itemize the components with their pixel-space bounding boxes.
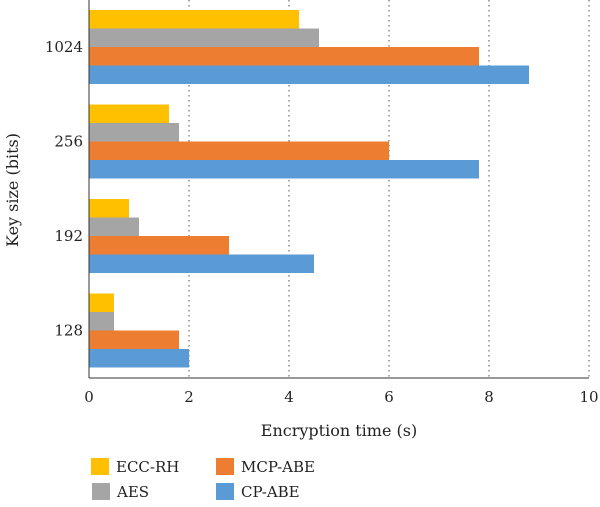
bar-cp-abe-1024 <box>89 65 529 84</box>
bars <box>89 10 529 368</box>
bar-aes-256 <box>89 123 179 142</box>
y-tick-label: 192 <box>54 227 83 245</box>
legend-swatch <box>216 458 234 475</box>
bar-aes-128 <box>89 312 114 331</box>
x-axis-label: Encryption time (s) <box>261 421 417 440</box>
gridlines <box>188 0 590 378</box>
y-tick-label: 128 <box>54 322 83 340</box>
legend-label: MCP-ABE <box>241 458 315 476</box>
bar-mcp-abe-192 <box>89 236 229 255</box>
legend-item-aes: AES <box>92 483 149 501</box>
legend: ECC-RH AES MCP-ABE CP-ABE <box>91 458 315 501</box>
legend-swatch <box>91 458 109 475</box>
legend-label: AES <box>116 483 149 501</box>
legend-label: ECC-RH <box>116 458 179 476</box>
bar-aes-192 <box>89 217 139 236</box>
x-tick-label: 2 <box>184 388 194 406</box>
bar-aes-1024 <box>89 28 319 47</box>
legend-label: CP-ABE <box>241 483 300 501</box>
x-tick-label: 6 <box>384 388 394 406</box>
x-tick-label: 8 <box>484 388 494 406</box>
x-tick-label: 4 <box>284 388 294 406</box>
legend-item-mcp-abe: MCP-ABE <box>216 458 315 476</box>
legend-item-cp-abe: CP-ABE <box>216 483 300 501</box>
axes: 0 2 4 6 8 10 128 192 256 1024 <box>45 0 599 406</box>
bar-cp-abe-256 <box>89 160 479 179</box>
bar-mcp-abe-128 <box>89 330 179 349</box>
y-tick-label: 256 <box>54 133 83 151</box>
bar-cp-abe-128 <box>89 349 189 368</box>
bar-cp-abe-192 <box>89 254 314 273</box>
bar-mcp-abe-256 <box>89 141 389 160</box>
legend-item-ecc-rh: ECC-RH <box>91 458 179 476</box>
y-axis-label: Key size (bits) <box>3 133 22 247</box>
bar-ecc-rh-192 <box>89 199 129 218</box>
legend-swatch <box>92 483 110 500</box>
legend-swatch <box>216 483 234 500</box>
x-tick-label: 0 <box>84 388 94 406</box>
bar-mcp-abe-1024 <box>89 47 479 66</box>
bar-ecc-rh-128 <box>89 293 114 312</box>
y-tick-label: 1024 <box>45 38 83 56</box>
bar-ecc-rh-1024 <box>89 10 299 29</box>
bar-ecc-rh-256 <box>89 104 169 123</box>
x-tick-label: 10 <box>579 388 598 406</box>
